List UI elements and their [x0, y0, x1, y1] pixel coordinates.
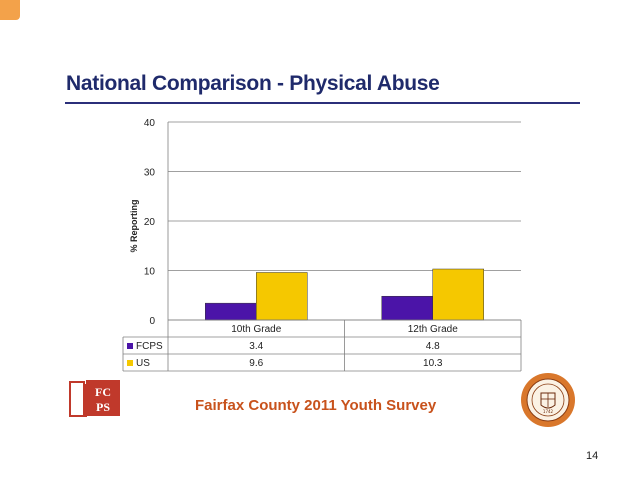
y-axis-label: % Reporting	[129, 200, 139, 253]
page-number: 14	[586, 450, 599, 462]
data-label: 3.4	[249, 341, 263, 352]
y-tick-label: 10	[144, 267, 156, 278]
slide-title: National Comparison - Physical Abuse	[66, 72, 440, 95]
bar-fcps	[381, 295, 433, 321]
x-category-label: 10th Grade	[231, 324, 281, 335]
legend-label-fcps: FCPS	[136, 341, 163, 352]
bar-us	[432, 268, 484, 321]
legend-swatch-us	[127, 360, 133, 366]
data-label: 10.3	[423, 358, 443, 369]
corner-icon	[0, 0, 20, 20]
y-tick-label: 0	[149, 316, 155, 327]
legend-label-us: US	[136, 358, 150, 369]
seal-year: 1742	[543, 409, 554, 414]
x-category-label: 12th Grade	[408, 324, 458, 335]
footer-title: Fairfax County 2011 Youth Survey	[195, 397, 437, 414]
bar-fcps	[205, 302, 257, 321]
data-label: 4.8	[426, 341, 440, 352]
y-tick-label: 40	[144, 118, 156, 129]
legend-swatch-fcps	[127, 343, 133, 349]
bar-us	[256, 272, 308, 321]
county-seal: 1742	[521, 373, 575, 427]
data-label: 9.6	[249, 358, 263, 369]
y-tick-label: 30	[144, 168, 156, 179]
title-divider	[65, 102, 580, 104]
y-tick-label: 20	[144, 217, 156, 228]
fcps-logo-text-top: FC	[95, 385, 111, 399]
fcps-logo: FC PS	[69, 380, 120, 417]
fcps-logo-text-bottom: PS	[96, 400, 110, 414]
